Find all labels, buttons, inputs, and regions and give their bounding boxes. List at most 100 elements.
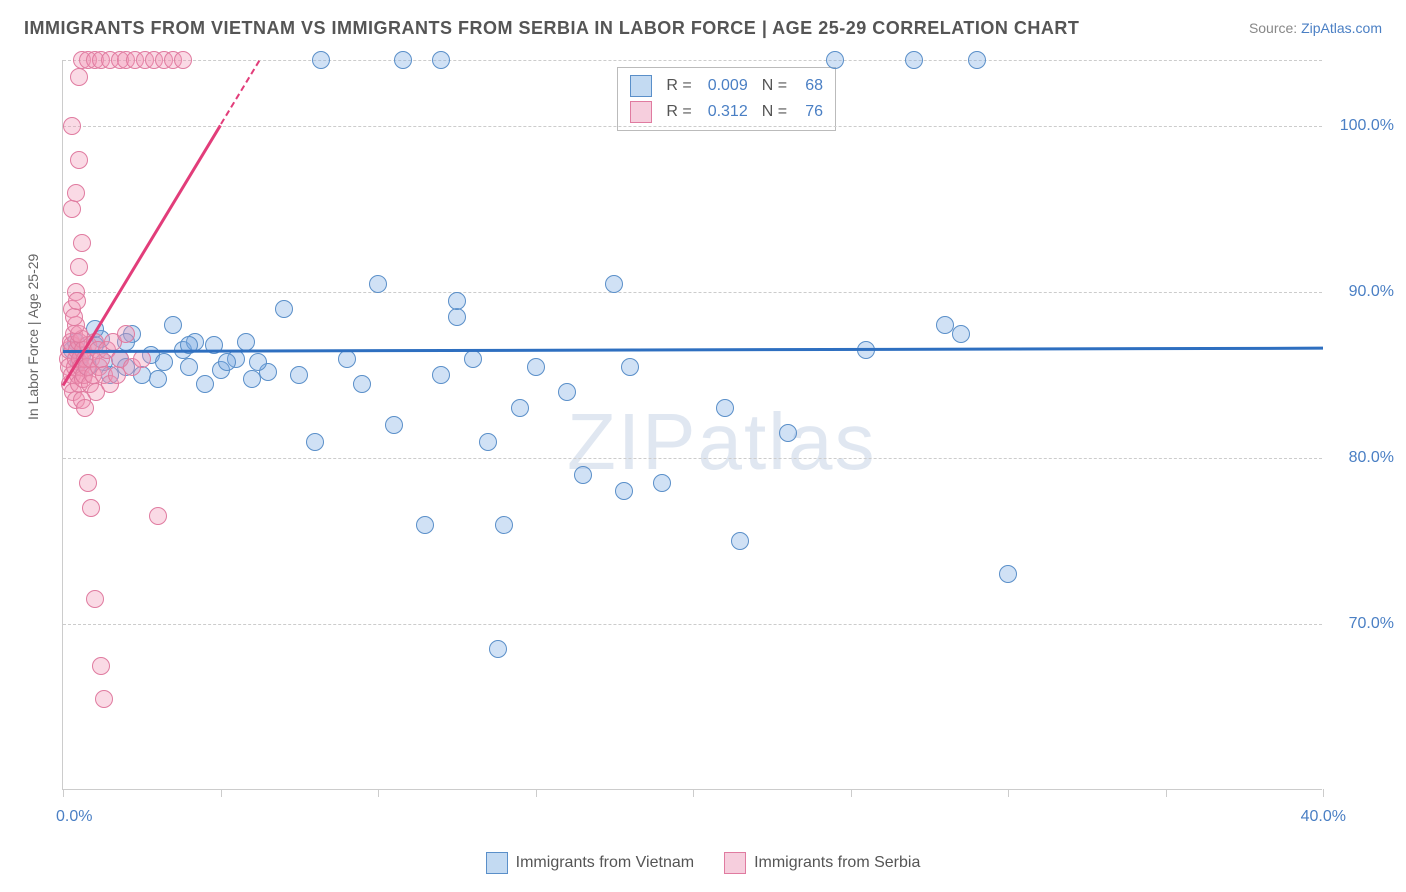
legend-n-value: 68	[795, 77, 823, 95]
scatter-point	[218, 353, 236, 371]
scatter-point	[731, 532, 749, 550]
x-tick	[851, 789, 852, 797]
x-tick	[1008, 789, 1009, 797]
y-tick-label: 90.0%	[1349, 283, 1394, 301]
legend-r-value: 0.009	[700, 77, 748, 95]
scatter-point	[369, 275, 387, 293]
scatter-point	[290, 366, 308, 384]
scatter-point	[275, 300, 293, 318]
scatter-point	[312, 51, 330, 69]
scatter-point	[605, 275, 623, 293]
scatter-point	[249, 353, 267, 371]
scatter-point	[196, 375, 214, 393]
scatter-point	[432, 366, 450, 384]
scatter-point	[432, 51, 450, 69]
trend-line-extrapolated	[220, 60, 260, 124]
legend-n-label: N =	[762, 77, 787, 95]
scatter-point	[180, 358, 198, 376]
scatter-point	[999, 565, 1017, 583]
scatter-point	[394, 51, 412, 69]
scatter-point	[79, 474, 97, 492]
x-tick	[63, 789, 64, 797]
scatter-point	[621, 358, 639, 376]
y-tick-label: 80.0%	[1349, 449, 1394, 467]
scatter-point	[385, 416, 403, 434]
scatter-point	[149, 370, 167, 388]
scatter-point	[164, 316, 182, 334]
scatter-point	[174, 51, 192, 69]
x-tick	[1323, 789, 1324, 797]
scatter-point	[237, 333, 255, 351]
x-tick	[221, 789, 222, 797]
scatter-point	[826, 51, 844, 69]
correlation-stats-legend: R =0.009N =68R =0.312N =76	[617, 67, 836, 131]
x-tick	[536, 789, 537, 797]
scatter-point	[489, 640, 507, 658]
scatter-point	[70, 68, 88, 86]
scatter-point	[464, 350, 482, 368]
legend-r-label: R =	[666, 77, 691, 95]
scatter-point	[527, 358, 545, 376]
scatter-point	[968, 51, 986, 69]
scatter-point	[92, 657, 110, 675]
legend-series-name: Immigrants from Serbia	[754, 854, 920, 872]
x-axis-max-label: 40.0%	[1301, 808, 1346, 826]
scatter-point	[779, 424, 797, 442]
gridline-horizontal	[63, 624, 1322, 625]
scatter-point	[615, 482, 633, 500]
scatter-point	[716, 399, 734, 417]
scatter-point	[73, 234, 91, 252]
gridline-horizontal	[63, 60, 1322, 61]
source-attribution: Source: ZipAtlas.com	[1249, 20, 1382, 36]
chart-title: IMMIGRANTS FROM VIETNAM VS IMMIGRANTS FR…	[24, 18, 1079, 39]
scatter-point	[65, 308, 83, 326]
scatter-point	[67, 184, 85, 202]
scatter-point	[952, 325, 970, 343]
scatter-point	[338, 350, 356, 368]
scatter-point	[511, 399, 529, 417]
legend-series-name: Immigrants from Vietnam	[516, 854, 694, 872]
x-axis-min-label: 0.0%	[56, 808, 92, 826]
scatter-point	[82, 499, 100, 517]
scatter-point	[905, 51, 923, 69]
legend-swatch	[630, 75, 652, 97]
gridline-horizontal	[63, 458, 1322, 459]
scatter-point	[63, 200, 81, 218]
gridline-horizontal	[63, 292, 1322, 293]
source-prefix: Source:	[1249, 20, 1301, 36]
scatter-point	[95, 690, 113, 708]
legend-swatch	[724, 852, 746, 874]
scatter-point	[495, 516, 513, 534]
x-tick	[378, 789, 379, 797]
legend-r-value: 0.312	[700, 103, 748, 121]
scatter-point	[70, 151, 88, 169]
legend-r-label: R =	[666, 103, 691, 121]
source-link[interactable]: ZipAtlas.com	[1301, 20, 1382, 36]
scatter-point	[558, 383, 576, 401]
scatter-point	[76, 399, 94, 417]
scatter-point	[86, 590, 104, 608]
legend-n-value: 76	[795, 103, 823, 121]
y-tick-label: 100.0%	[1340, 117, 1394, 135]
series-legend: Immigrants from Vietnam Immigrants from S…	[0, 852, 1406, 874]
legend-item: Immigrants from Vietnam	[486, 852, 694, 874]
scatter-point	[574, 466, 592, 484]
scatter-point	[117, 325, 135, 343]
scatter-point	[653, 474, 671, 492]
y-axis-label: In Labor Force | Age 25-29	[25, 254, 41, 420]
scatter-point	[63, 117, 81, 135]
scatter-point	[155, 353, 173, 371]
scatter-point	[448, 292, 466, 310]
scatter-plot-area: ZIPatlas R =0.009N =68R =0.312N =76	[62, 60, 1322, 790]
scatter-point	[149, 507, 167, 525]
scatter-point	[68, 292, 86, 310]
legend-swatch	[630, 101, 652, 123]
scatter-point	[306, 433, 324, 451]
legend-swatch	[486, 852, 508, 874]
scatter-point	[448, 308, 466, 326]
scatter-point	[353, 375, 371, 393]
legend-stats-row: R = 0.009 N = 68	[630, 73, 823, 99]
scatter-point	[70, 258, 88, 276]
x-tick	[693, 789, 694, 797]
x-tick	[1166, 789, 1167, 797]
